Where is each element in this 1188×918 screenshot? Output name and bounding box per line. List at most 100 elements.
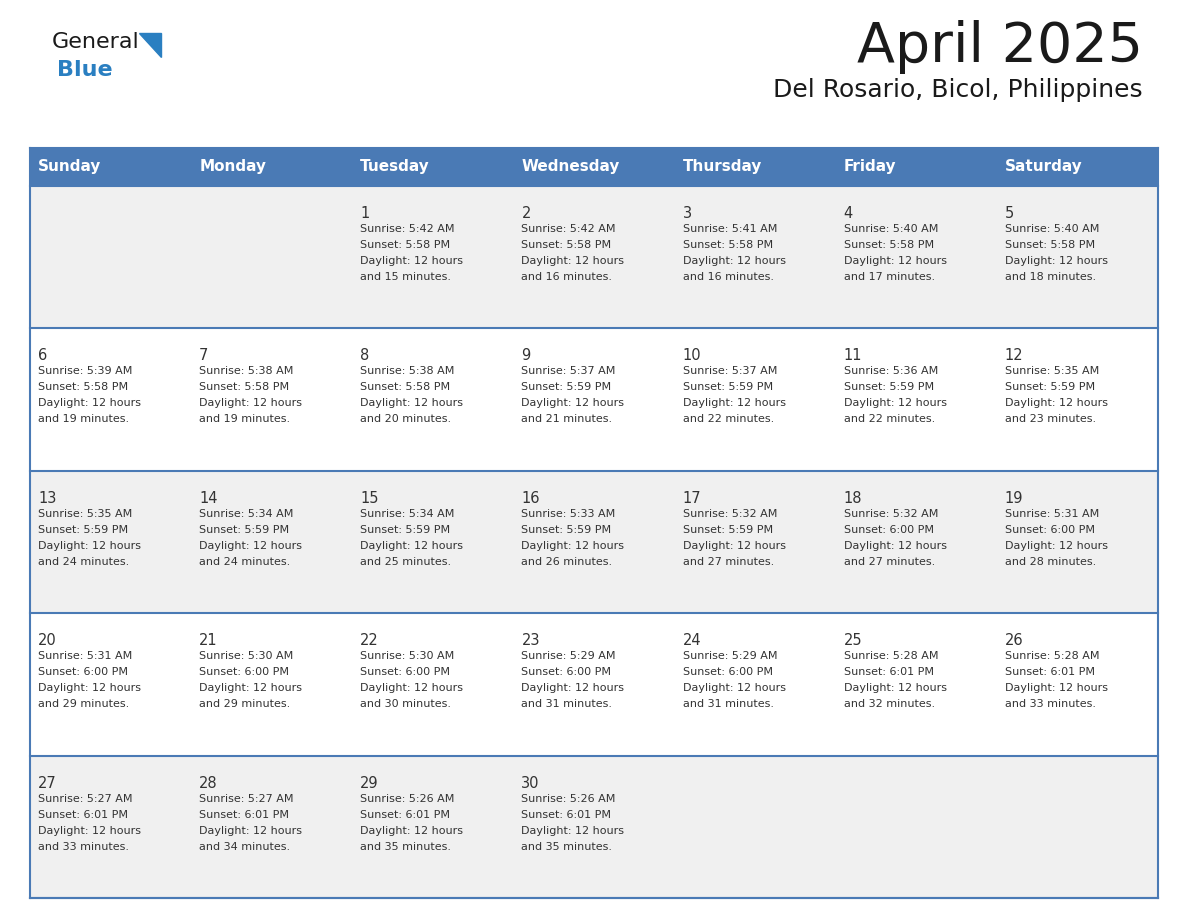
Text: and 23 minutes.: and 23 minutes.: [1005, 414, 1097, 424]
Text: 26: 26: [1005, 633, 1024, 648]
Text: 12: 12: [1005, 349, 1024, 364]
Text: and 29 minutes.: and 29 minutes.: [200, 700, 290, 710]
Text: and 31 minutes.: and 31 minutes.: [683, 700, 773, 710]
Text: and 27 minutes.: and 27 minutes.: [683, 557, 773, 566]
Text: Daylight: 12 hours: Daylight: 12 hours: [1005, 683, 1108, 693]
Text: Sunset: 5:58 PM: Sunset: 5:58 PM: [683, 240, 772, 250]
Text: Sunrise: 5:42 AM: Sunrise: 5:42 AM: [360, 224, 455, 234]
Text: Sunset: 5:59 PM: Sunset: 5:59 PM: [200, 525, 289, 535]
Text: Daylight: 12 hours: Daylight: 12 hours: [360, 398, 463, 409]
Text: and 35 minutes.: and 35 minutes.: [522, 842, 613, 852]
Text: and 17 minutes.: and 17 minutes.: [843, 272, 935, 282]
Text: Sunrise: 5:31 AM: Sunrise: 5:31 AM: [38, 651, 132, 661]
Text: Monday: Monday: [200, 160, 266, 174]
Text: and 16 minutes.: and 16 minutes.: [683, 272, 773, 282]
Text: Sunset: 6:01 PM: Sunset: 6:01 PM: [1005, 667, 1095, 677]
Text: Sunrise: 5:34 AM: Sunrise: 5:34 AM: [200, 509, 293, 519]
Text: Sunset: 6:00 PM: Sunset: 6:00 PM: [1005, 525, 1095, 535]
Text: Sunday: Sunday: [38, 160, 101, 174]
Text: Sunrise: 5:39 AM: Sunrise: 5:39 AM: [38, 366, 132, 376]
Text: Sunset: 6:01 PM: Sunset: 6:01 PM: [200, 810, 289, 820]
Text: 9: 9: [522, 349, 531, 364]
Text: Del Rosario, Bicol, Philippines: Del Rosario, Bicol, Philippines: [773, 78, 1143, 102]
Text: Sunset: 5:58 PM: Sunset: 5:58 PM: [360, 383, 450, 392]
Text: Daylight: 12 hours: Daylight: 12 hours: [683, 398, 785, 409]
Text: Sunrise: 5:34 AM: Sunrise: 5:34 AM: [360, 509, 455, 519]
Text: Friday: Friday: [843, 160, 896, 174]
Text: Sunrise: 5:28 AM: Sunrise: 5:28 AM: [843, 651, 939, 661]
Text: Daylight: 12 hours: Daylight: 12 hours: [843, 398, 947, 409]
Text: 1: 1: [360, 206, 369, 221]
Text: and 26 minutes.: and 26 minutes.: [522, 557, 613, 566]
Text: 4: 4: [843, 206, 853, 221]
Text: 24: 24: [683, 633, 701, 648]
Text: Sunset: 5:59 PM: Sunset: 5:59 PM: [38, 525, 128, 535]
Text: Sunrise: 5:33 AM: Sunrise: 5:33 AM: [522, 509, 615, 519]
Text: Daylight: 12 hours: Daylight: 12 hours: [1005, 256, 1108, 266]
Text: Sunrise: 5:30 AM: Sunrise: 5:30 AM: [200, 651, 293, 661]
Text: Sunset: 6:01 PM: Sunset: 6:01 PM: [843, 667, 934, 677]
Text: Daylight: 12 hours: Daylight: 12 hours: [683, 256, 785, 266]
Text: Tuesday: Tuesday: [360, 160, 430, 174]
Text: Daylight: 12 hours: Daylight: 12 hours: [843, 683, 947, 693]
Text: Sunrise: 5:29 AM: Sunrise: 5:29 AM: [683, 651, 777, 661]
Text: Sunset: 5:59 PM: Sunset: 5:59 PM: [683, 383, 772, 392]
Text: and 24 minutes.: and 24 minutes.: [200, 557, 290, 566]
Text: and 20 minutes.: and 20 minutes.: [360, 414, 451, 424]
Text: and 30 minutes.: and 30 minutes.: [360, 700, 451, 710]
Text: Sunset: 5:58 PM: Sunset: 5:58 PM: [522, 240, 612, 250]
Text: and 25 minutes.: and 25 minutes.: [360, 557, 451, 566]
Text: Daylight: 12 hours: Daylight: 12 hours: [200, 398, 302, 409]
Text: Sunset: 6:00 PM: Sunset: 6:00 PM: [360, 667, 450, 677]
Text: 2: 2: [522, 206, 531, 221]
Text: 21: 21: [200, 633, 217, 648]
Text: and 16 minutes.: and 16 minutes.: [522, 272, 613, 282]
Text: and 19 minutes.: and 19 minutes.: [38, 414, 129, 424]
Text: and 27 minutes.: and 27 minutes.: [843, 557, 935, 566]
Text: Daylight: 12 hours: Daylight: 12 hours: [200, 683, 302, 693]
Text: and 34 minutes.: and 34 minutes.: [200, 842, 290, 852]
Text: 3: 3: [683, 206, 691, 221]
Text: Sunrise: 5:28 AM: Sunrise: 5:28 AM: [1005, 651, 1099, 661]
Polygon shape: [139, 33, 162, 57]
Text: Sunset: 6:00 PM: Sunset: 6:00 PM: [522, 667, 612, 677]
Text: and 18 minutes.: and 18 minutes.: [1005, 272, 1097, 282]
Text: and 19 minutes.: and 19 minutes.: [200, 414, 290, 424]
Text: Sunset: 5:59 PM: Sunset: 5:59 PM: [360, 525, 450, 535]
Text: Daylight: 12 hours: Daylight: 12 hours: [200, 541, 302, 551]
Text: Sunset: 6:01 PM: Sunset: 6:01 PM: [360, 810, 450, 820]
Bar: [30, 613, 1158, 756]
Text: 22: 22: [360, 633, 379, 648]
Text: Sunset: 5:58 PM: Sunset: 5:58 PM: [843, 240, 934, 250]
Text: Daylight: 12 hours: Daylight: 12 hours: [1005, 398, 1108, 409]
Text: Daylight: 12 hours: Daylight: 12 hours: [843, 541, 947, 551]
Text: Sunrise: 5:42 AM: Sunrise: 5:42 AM: [522, 224, 615, 234]
Text: Saturday: Saturday: [1005, 160, 1082, 174]
Text: Sunrise: 5:27 AM: Sunrise: 5:27 AM: [200, 793, 293, 803]
Text: 23: 23: [522, 633, 539, 648]
Text: Daylight: 12 hours: Daylight: 12 hours: [38, 683, 141, 693]
Text: Sunrise: 5:36 AM: Sunrise: 5:36 AM: [843, 366, 939, 376]
Text: 18: 18: [843, 491, 862, 506]
Bar: [30, 186, 1158, 329]
Text: Sunrise: 5:37 AM: Sunrise: 5:37 AM: [522, 366, 615, 376]
Text: Blue: Blue: [57, 60, 113, 80]
Text: 17: 17: [683, 491, 701, 506]
Text: and 24 minutes.: and 24 minutes.: [38, 557, 129, 566]
Text: Sunrise: 5:37 AM: Sunrise: 5:37 AM: [683, 366, 777, 376]
Text: Daylight: 12 hours: Daylight: 12 hours: [522, 398, 625, 409]
Text: Daylight: 12 hours: Daylight: 12 hours: [200, 825, 302, 835]
Text: 30: 30: [522, 776, 539, 790]
Text: Daylight: 12 hours: Daylight: 12 hours: [522, 683, 625, 693]
Text: Sunrise: 5:32 AM: Sunrise: 5:32 AM: [843, 509, 939, 519]
Text: Sunset: 6:01 PM: Sunset: 6:01 PM: [38, 810, 128, 820]
Text: Daylight: 12 hours: Daylight: 12 hours: [522, 541, 625, 551]
Text: 7: 7: [200, 349, 209, 364]
Text: Sunset: 6:00 PM: Sunset: 6:00 PM: [200, 667, 289, 677]
Text: General: General: [52, 32, 140, 52]
Bar: [30, 756, 1158, 898]
Text: 28: 28: [200, 776, 217, 790]
Text: and 33 minutes.: and 33 minutes.: [1005, 700, 1095, 710]
Text: and 32 minutes.: and 32 minutes.: [843, 700, 935, 710]
Text: 6: 6: [38, 349, 48, 364]
